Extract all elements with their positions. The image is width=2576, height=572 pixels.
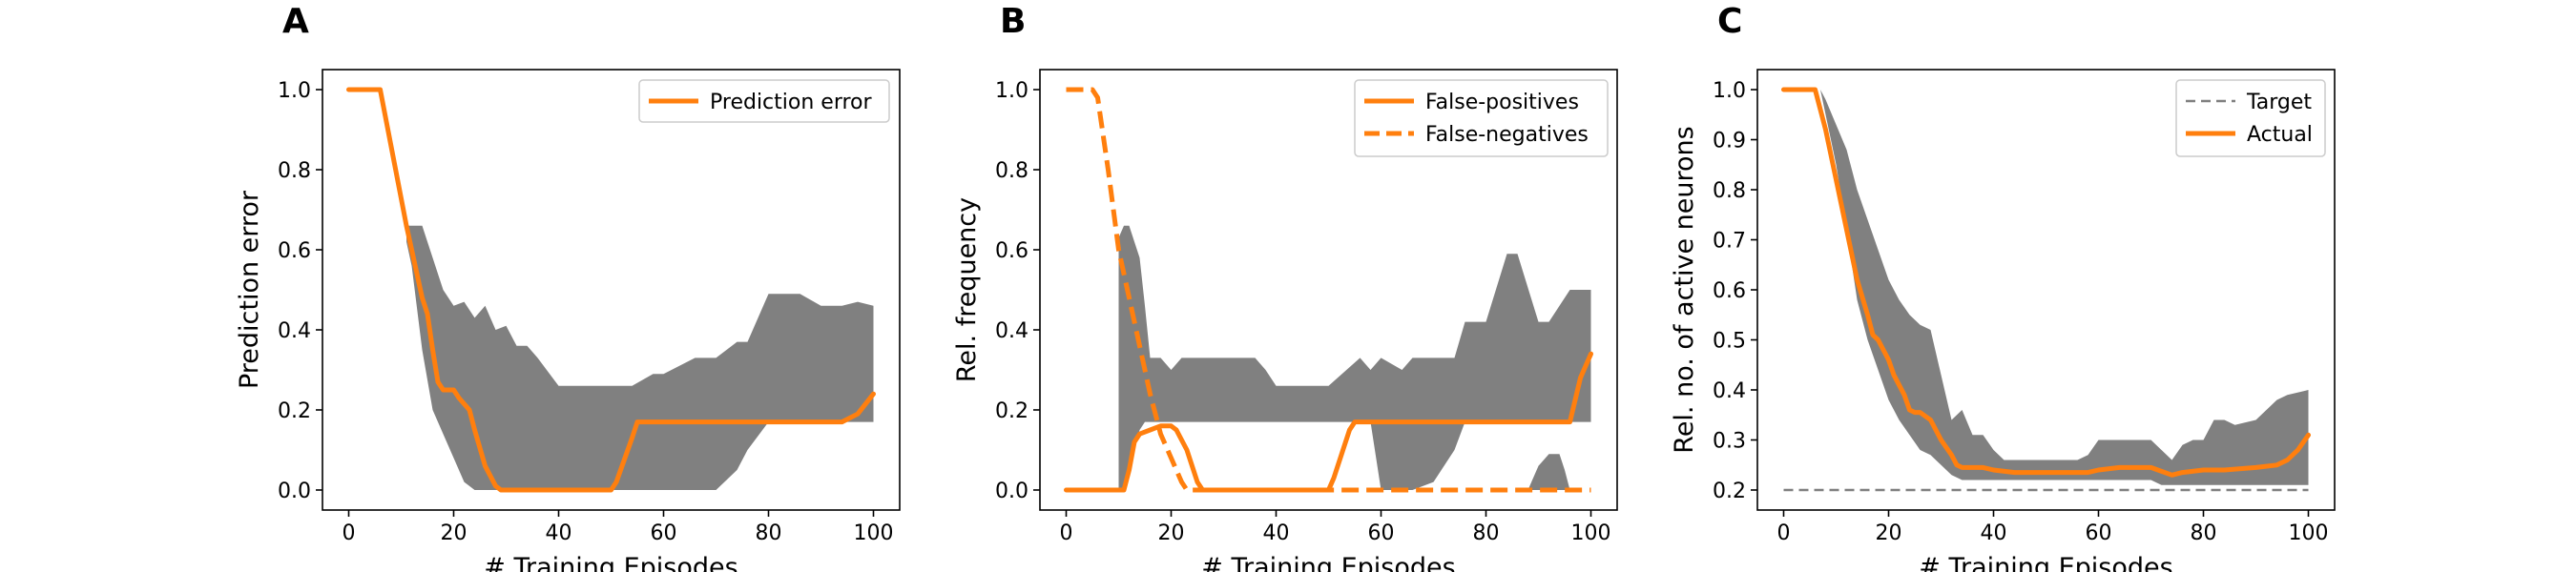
series-line-actual: [1781, 87, 2311, 478]
panel-letter: B: [1000, 2, 1026, 41]
legend-entry: Actual: [2247, 123, 2313, 147]
y-tick-label: 0.6: [995, 239, 1028, 263]
x-tick-label: 20: [1158, 521, 1185, 545]
legend-box: [638, 79, 890, 123]
legend: Target Actual: [2175, 79, 2326, 157]
y-tick-label: 0.7: [1713, 230, 1746, 254]
confidence-band: [406, 225, 874, 491]
x-tick-label: 20: [441, 521, 467, 545]
x-axis-label: # Training Episodes: [1201, 553, 1455, 572]
x-tick-label: 20: [1876, 521, 1902, 545]
confidence-band: [1815, 90, 2309, 485]
y-tick-label: 0.2: [278, 399, 311, 423]
y-tick-label: 1.0: [1713, 79, 1746, 103]
x-tick-label: 80: [2191, 521, 2217, 545]
y-tick-label: 0.0: [995, 480, 1028, 503]
x-tick-label: 80: [1473, 521, 1500, 545]
x-tick-label: 0: [1060, 521, 1073, 545]
x-tick-label: 60: [651, 521, 677, 545]
x-tick-label: 100: [854, 521, 894, 545]
x-tick-label: 40: [546, 521, 572, 545]
x-tick-label: 40: [1981, 521, 2007, 545]
y-tick-label: 0.8: [995, 159, 1028, 183]
confidence-band: [1118, 225, 1591, 491]
legend: False-positives False-negatives: [1354, 79, 1609, 157]
y-tick-label: 0.5: [1713, 330, 1746, 354]
x-tick-label: 0: [1777, 521, 1791, 545]
y-tick-label: 1.0: [278, 79, 311, 103]
series-line-prediction-error: [346, 87, 876, 493]
legend-entry: False-positives: [1425, 91, 1579, 114]
y-tick-label: 0.4: [995, 319, 1028, 343]
y-tick-label: 0.3: [1713, 430, 1746, 454]
x-tick-label: 60: [2086, 521, 2112, 545]
y-tick-label: 0.0: [278, 480, 311, 503]
legend-box: [1354, 79, 1609, 157]
panel-letter: C: [1717, 2, 1742, 41]
chart-panel-b: B 0 20 40 60 80 100 0.0 0.2 0.4 0.6 0.8 1.0 # Trainin…: [952, 2, 1618, 572]
chart-panel-c: C 0 20 40 60 80 100 0.2 0.3 0.4 0.5 0.6 0.7 0.8 0.9 1.0…: [1670, 2, 2336, 572]
x-tick-label: 0: [343, 521, 356, 545]
y-tick-label: 0.2: [1713, 480, 1746, 503]
x-axis-label: # Training Episodes: [1919, 553, 2172, 572]
panel-letter: A: [282, 2, 309, 41]
x-tick-label: 100: [2289, 521, 2329, 545]
y-tick-label: 0.4: [278, 319, 311, 343]
y-tick-label: 0.6: [1713, 279, 1746, 303]
series-line-false-negatives: [1066, 87, 1591, 493]
legend-entry: Prediction error: [710, 91, 872, 114]
y-axis-label: Prediction error: [235, 190, 264, 389]
x-tick-label: 60: [1368, 521, 1395, 545]
chart-panel-a: A 0 20 40 60 80 100 0.0 0.2 0.4 0.6 0.8 1.0 # Trainin…: [235, 2, 901, 572]
legend-entry: False-negatives: [1425, 123, 1589, 147]
y-tick-label: 0.9: [1713, 130, 1746, 153]
legend: Prediction error: [638, 79, 890, 123]
y-tick-label: 1.0: [995, 79, 1028, 103]
x-tick-label: 40: [1263, 521, 1290, 545]
y-tick-label: 0.6: [278, 239, 311, 263]
confidence-band: [1527, 454, 1570, 490]
y-axis-label: Rel. no. of active neurons: [1670, 126, 1699, 453]
y-tick-label: 0.8: [1713, 179, 1746, 203]
axes-frame: [322, 69, 901, 511]
y-axis-label: Rel. frequency: [952, 197, 982, 382]
x-tick-label: 100: [1571, 521, 1611, 545]
x-axis-label: # Training Episodes: [484, 553, 737, 572]
y-tick-label: 0.2: [995, 399, 1028, 423]
y-tick-label: 0.8: [278, 159, 311, 183]
legend-box: [2175, 79, 2326, 157]
y-tick-label: 0.4: [1713, 379, 1746, 403]
axes-frame: [1039, 69, 1618, 511]
x-tick-label: 80: [756, 521, 782, 545]
legend-entry: Target: [2246, 91, 2312, 114]
